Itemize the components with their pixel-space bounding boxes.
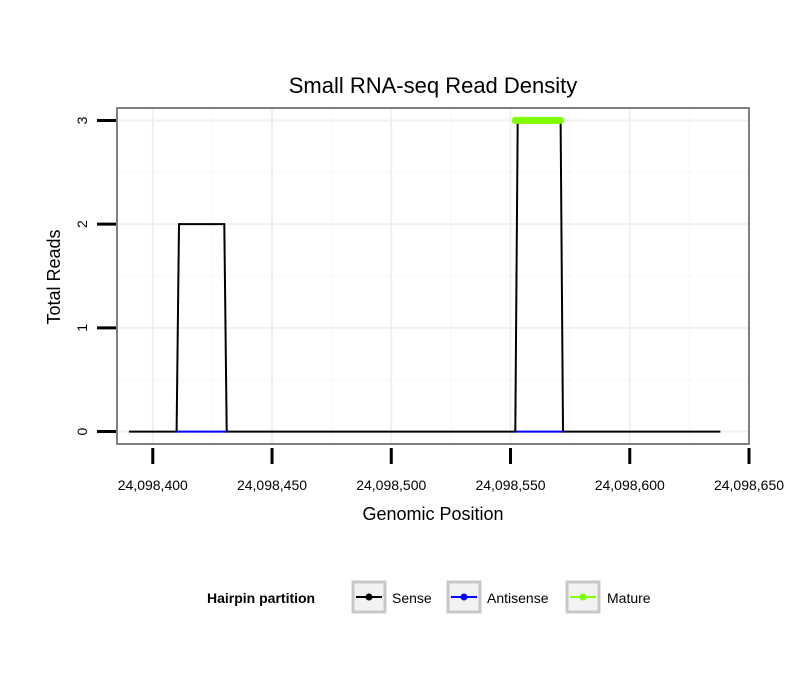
x-tick-label: 24,098,450 — [237, 477, 307, 493]
legend-dot-antisense — [460, 593, 468, 601]
series-layer — [128, 116, 721, 433]
y-tick-label: 1 — [74, 324, 90, 332]
legend: Hairpin partition Sense Antisense Mature — [207, 580, 651, 614]
x-tick-label: 24,098,650 — [714, 477, 784, 493]
x-tick-label: 24,098,550 — [475, 477, 545, 493]
x-axis: 24,098,400 24,098,450 24,098,500 24,098,550… — [118, 448, 784, 493]
y-tick-label: 3 — [74, 116, 90, 124]
legend-dot-sense — [365, 593, 373, 601]
legend-label-mature: Mature — [607, 590, 651, 606]
legend-dot-mature — [579, 593, 587, 601]
legend-label-antisense: Antisense — [487, 590, 549, 606]
y-axis: 0 1 2 3 — [74, 116, 116, 435]
x-axis-title: Genomic Position — [362, 504, 503, 524]
grid-layer — [117, 108, 750, 444]
legend-label-sense: Sense — [392, 590, 432, 606]
legend-title: Hairpin partition — [207, 590, 315, 606]
x-tick-label: 24,098,500 — [356, 477, 426, 493]
x-tick-label: 24,098,600 — [595, 477, 665, 493]
y-tick-label: 2 — [74, 220, 90, 228]
y-tick-label: 0 — [74, 427, 90, 435]
series-sense-line — [128, 119, 721, 433]
x-tick-label: 24,098,400 — [118, 477, 188, 493]
plot-panel-border — [116, 107, 750, 445]
chart-title: Small RNA-seq Read Density — [289, 73, 578, 98]
y-axis-title: Total Reads — [44, 229, 64, 324]
